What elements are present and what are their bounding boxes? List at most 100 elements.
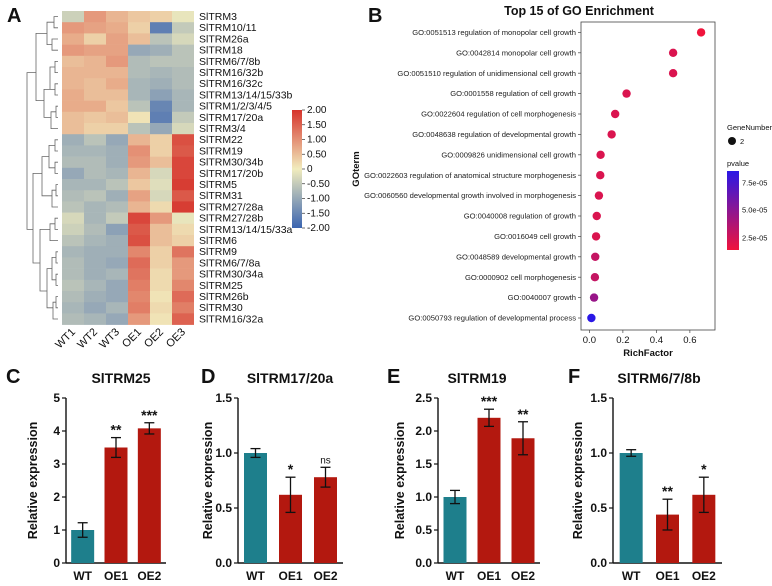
heatmap-column-label: WT2 [75,326,100,351]
heatmap-cell [128,179,150,191]
heatmap-cell [106,313,128,325]
heatmap-cell [106,246,128,258]
heatmap-cell [106,223,128,236]
y-tick-label: 1.5 [415,457,432,471]
heatmap-cell [172,78,194,90]
heatmap-row-label: SlTRM3/4 [199,123,246,135]
heatmap-cell [62,302,84,314]
heatmap-cell [172,313,194,325]
heatmap-cell [62,291,84,303]
heatmap-cell [172,111,194,124]
heatmap-cell [106,179,128,191]
heatmap-cell [128,44,150,57]
heatmap-cell [128,134,150,146]
heatmap-cell [84,111,106,124]
heatmap-row-label: SlTRM30/34b [199,157,263,169]
heatmap-cell [172,145,194,157]
heatmap-cell [84,78,106,90]
go-x-tick-label: 0.2 [616,335,629,346]
significance-marker: * [701,461,707,477]
heatmap-cell [150,268,172,281]
heatmap-cell [106,167,128,180]
go-dot [596,150,605,159]
heatmap-cell [106,302,128,314]
heatmap-row-label: SlTRM19 [199,145,243,157]
heatmap-cell [106,89,128,101]
colorbar-tick-label: -2.00 [307,223,330,234]
go-term-label: GO:0009826 unidimensional cell growth [441,150,576,159]
go-dot [590,273,600,282]
heatmap-cell [128,291,150,303]
heatmap-cell [62,156,84,169]
y-tick-label: 0.0 [590,556,607,570]
heatmap-cell [62,190,84,202]
x-tick-label: OE2 [313,569,337,583]
go-x-axis-label: RichFactor [623,348,673,359]
heatmap-cell [62,22,84,34]
heatmap-cell [62,246,84,258]
colorbar-tick-label: 1.00 [307,135,327,146]
heatmap-cell [150,190,172,202]
heatmap-cell [150,291,172,303]
go-x-tick-label: 0.4 [650,335,663,346]
x-tick-label: OE2 [511,569,535,583]
bar [137,428,161,563]
colorbar [292,110,302,228]
heatmap-cell [62,167,84,180]
y-tick-label: 0.5 [590,501,607,515]
heatmap-cell [62,235,84,247]
heatmap-cell [84,201,106,213]
heatmap-cell [84,179,106,191]
y-axis-label: Relative expression [201,422,215,539]
panel-label-f: F [568,366,580,388]
heatmap-cell [84,313,106,325]
heatmap-cell [172,89,194,101]
pvalue-legend-title: pvalue [727,159,749,168]
heatmap-cell [84,134,106,146]
bar [511,438,535,563]
heatmap-cell [128,145,150,157]
heatmap-cell [106,134,128,146]
heatmap-cell [84,302,106,314]
heatmap-cell [128,190,150,202]
bar [477,417,501,563]
heatmap-row-label: SlTRM30/34a [199,269,263,281]
go-dot [622,89,631,98]
heatmap-cell [150,67,172,79]
heatmap-cell [150,89,172,101]
heatmap-cell [84,235,106,247]
heatmap-cell [172,212,194,225]
heatmap-cell [84,100,106,113]
heatmap-cell [106,67,128,79]
go-term-label: GO:0040008 regulation of growth [464,212,576,221]
y-tick-label: 1.5 [590,391,607,405]
heatmap-row-label: SlTRM6/7/8a [199,257,260,269]
heatmap-cell [62,123,84,135]
colorbar-tick-label: 0 [307,164,313,175]
heatmap-cell [172,246,194,258]
go-term-label: GO:0051513 regulation of monopolar cell … [412,28,576,37]
significance-marker: *** [141,407,158,423]
heatmap-cell [172,67,194,79]
heatmap-cell [128,55,150,68]
go-term-label: GO:0048638 regulation of developmental g… [412,130,576,139]
heatmap-row-label: SlTRM26a [199,33,249,45]
heatmap-cell [172,179,194,191]
heatmap-cell [172,156,194,169]
heatmap-cell [62,89,84,101]
bar [692,494,716,563]
heatmap-cell [106,44,128,57]
heatmap-cell [172,100,194,113]
heatmap-cell [128,302,150,314]
heatmap-row-label: SlTRM17/20a [199,112,263,124]
heatmap-cell [172,11,194,23]
heatmap-cell [128,246,150,258]
heatmap-cell [106,100,128,113]
go-dot [607,130,616,139]
go-term-label: GO:0048589 developmental growth [456,252,576,261]
y-tick-label: 5 [53,391,60,405]
pvalue-tick-label: 2.5e-05 [742,234,767,243]
go-dot [668,48,678,57]
panel-f-bar-chart: F SlTRM6/7/8b 0.0 0.5 1.0 1.5 Relative express… [568,366,722,583]
